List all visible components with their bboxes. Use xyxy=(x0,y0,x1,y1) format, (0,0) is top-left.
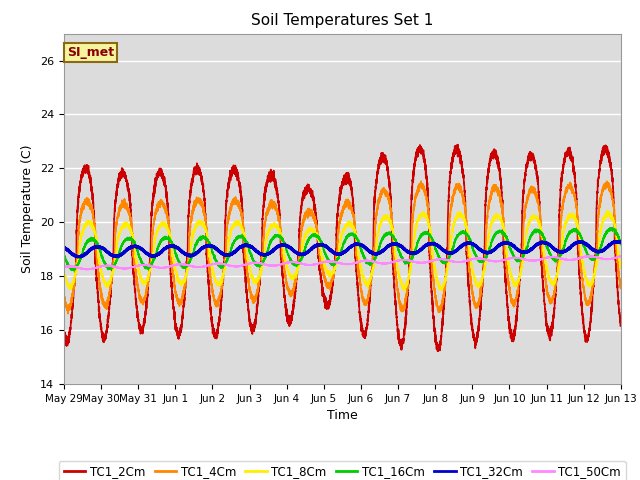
TC1_16Cm xyxy=(607,225,615,231)
TC1_8Cm xyxy=(400,288,408,294)
TC1_2Cm xyxy=(594,190,602,196)
TC1_50Cm xyxy=(467,257,475,263)
TC1_4Cm xyxy=(467,281,475,287)
Title: Soil Temperatures Set 1: Soil Temperatures Set 1 xyxy=(252,13,433,28)
TC1_16Cm xyxy=(70,268,77,274)
TC1_32Cm xyxy=(483,250,491,256)
TC1_8Cm xyxy=(587,281,595,287)
TC1_50Cm xyxy=(587,253,595,259)
Text: SI_met: SI_met xyxy=(67,46,114,59)
TC1_32Cm xyxy=(77,254,84,260)
TC1_50Cm xyxy=(324,259,332,264)
TC1_50Cm xyxy=(617,253,625,259)
TC1_2Cm xyxy=(454,142,461,147)
TC1_50Cm xyxy=(483,257,491,263)
TC1_8Cm xyxy=(483,253,491,259)
TC1_16Cm xyxy=(467,239,475,245)
TC1_16Cm xyxy=(250,258,257,264)
TC1_16Cm xyxy=(594,252,602,258)
TC1_4Cm xyxy=(417,179,425,184)
TC1_16Cm xyxy=(617,240,625,246)
TC1_32Cm xyxy=(594,249,602,255)
TC1_8Cm xyxy=(467,258,475,264)
X-axis label: Time: Time xyxy=(327,409,358,422)
TC1_32Cm xyxy=(467,240,475,246)
TC1_32Cm xyxy=(324,245,332,251)
TC1_2Cm xyxy=(467,315,475,321)
TC1_2Cm xyxy=(587,315,595,321)
TC1_8Cm xyxy=(617,265,625,271)
TC1_2Cm xyxy=(250,328,257,334)
TC1_2Cm xyxy=(434,348,442,354)
TC1_4Cm xyxy=(60,293,68,299)
TC1_50Cm xyxy=(60,264,68,270)
TC1_4Cm xyxy=(324,283,332,289)
TC1_4Cm xyxy=(250,295,257,301)
TC1_2Cm xyxy=(60,324,68,329)
Line: TC1_2Cm: TC1_2Cm xyxy=(64,144,621,351)
TC1_32Cm xyxy=(250,245,257,251)
TC1_2Cm xyxy=(324,302,332,308)
Legend: TC1_2Cm, TC1_4Cm, TC1_8Cm, TC1_16Cm, TC1_32Cm, TC1_50Cm: TC1_2Cm, TC1_4Cm, TC1_8Cm, TC1_16Cm, TC1… xyxy=(59,461,626,480)
TC1_16Cm xyxy=(587,254,595,260)
TC1_8Cm xyxy=(594,256,602,262)
Line: TC1_50Cm: TC1_50Cm xyxy=(64,256,621,270)
TC1_50Cm xyxy=(587,253,595,259)
TC1_50Cm xyxy=(594,254,602,260)
TC1_16Cm xyxy=(60,252,68,258)
TC1_16Cm xyxy=(483,252,491,258)
TC1_32Cm xyxy=(614,239,622,244)
TC1_8Cm xyxy=(604,207,611,213)
Line: TC1_16Cm: TC1_16Cm xyxy=(64,228,621,271)
TC1_32Cm xyxy=(60,245,68,251)
Line: TC1_32Cm: TC1_32Cm xyxy=(64,241,621,257)
TC1_4Cm xyxy=(483,217,491,223)
TC1_4Cm xyxy=(594,229,602,235)
TC1_32Cm xyxy=(617,240,625,245)
TC1_4Cm xyxy=(64,311,72,316)
TC1_16Cm xyxy=(324,256,332,262)
Y-axis label: Soil Temperature (C): Soil Temperature (C) xyxy=(22,144,35,273)
TC1_8Cm xyxy=(250,275,257,280)
TC1_2Cm xyxy=(483,180,491,186)
TC1_8Cm xyxy=(324,271,332,276)
TC1_50Cm xyxy=(83,267,91,273)
TC1_50Cm xyxy=(250,260,257,265)
TC1_32Cm xyxy=(587,245,595,251)
Line: TC1_8Cm: TC1_8Cm xyxy=(64,210,621,291)
TC1_2Cm xyxy=(617,321,625,327)
TC1_4Cm xyxy=(587,294,595,300)
Line: TC1_4Cm: TC1_4Cm xyxy=(64,181,621,313)
TC1_4Cm xyxy=(617,285,625,290)
TC1_8Cm xyxy=(60,269,68,275)
